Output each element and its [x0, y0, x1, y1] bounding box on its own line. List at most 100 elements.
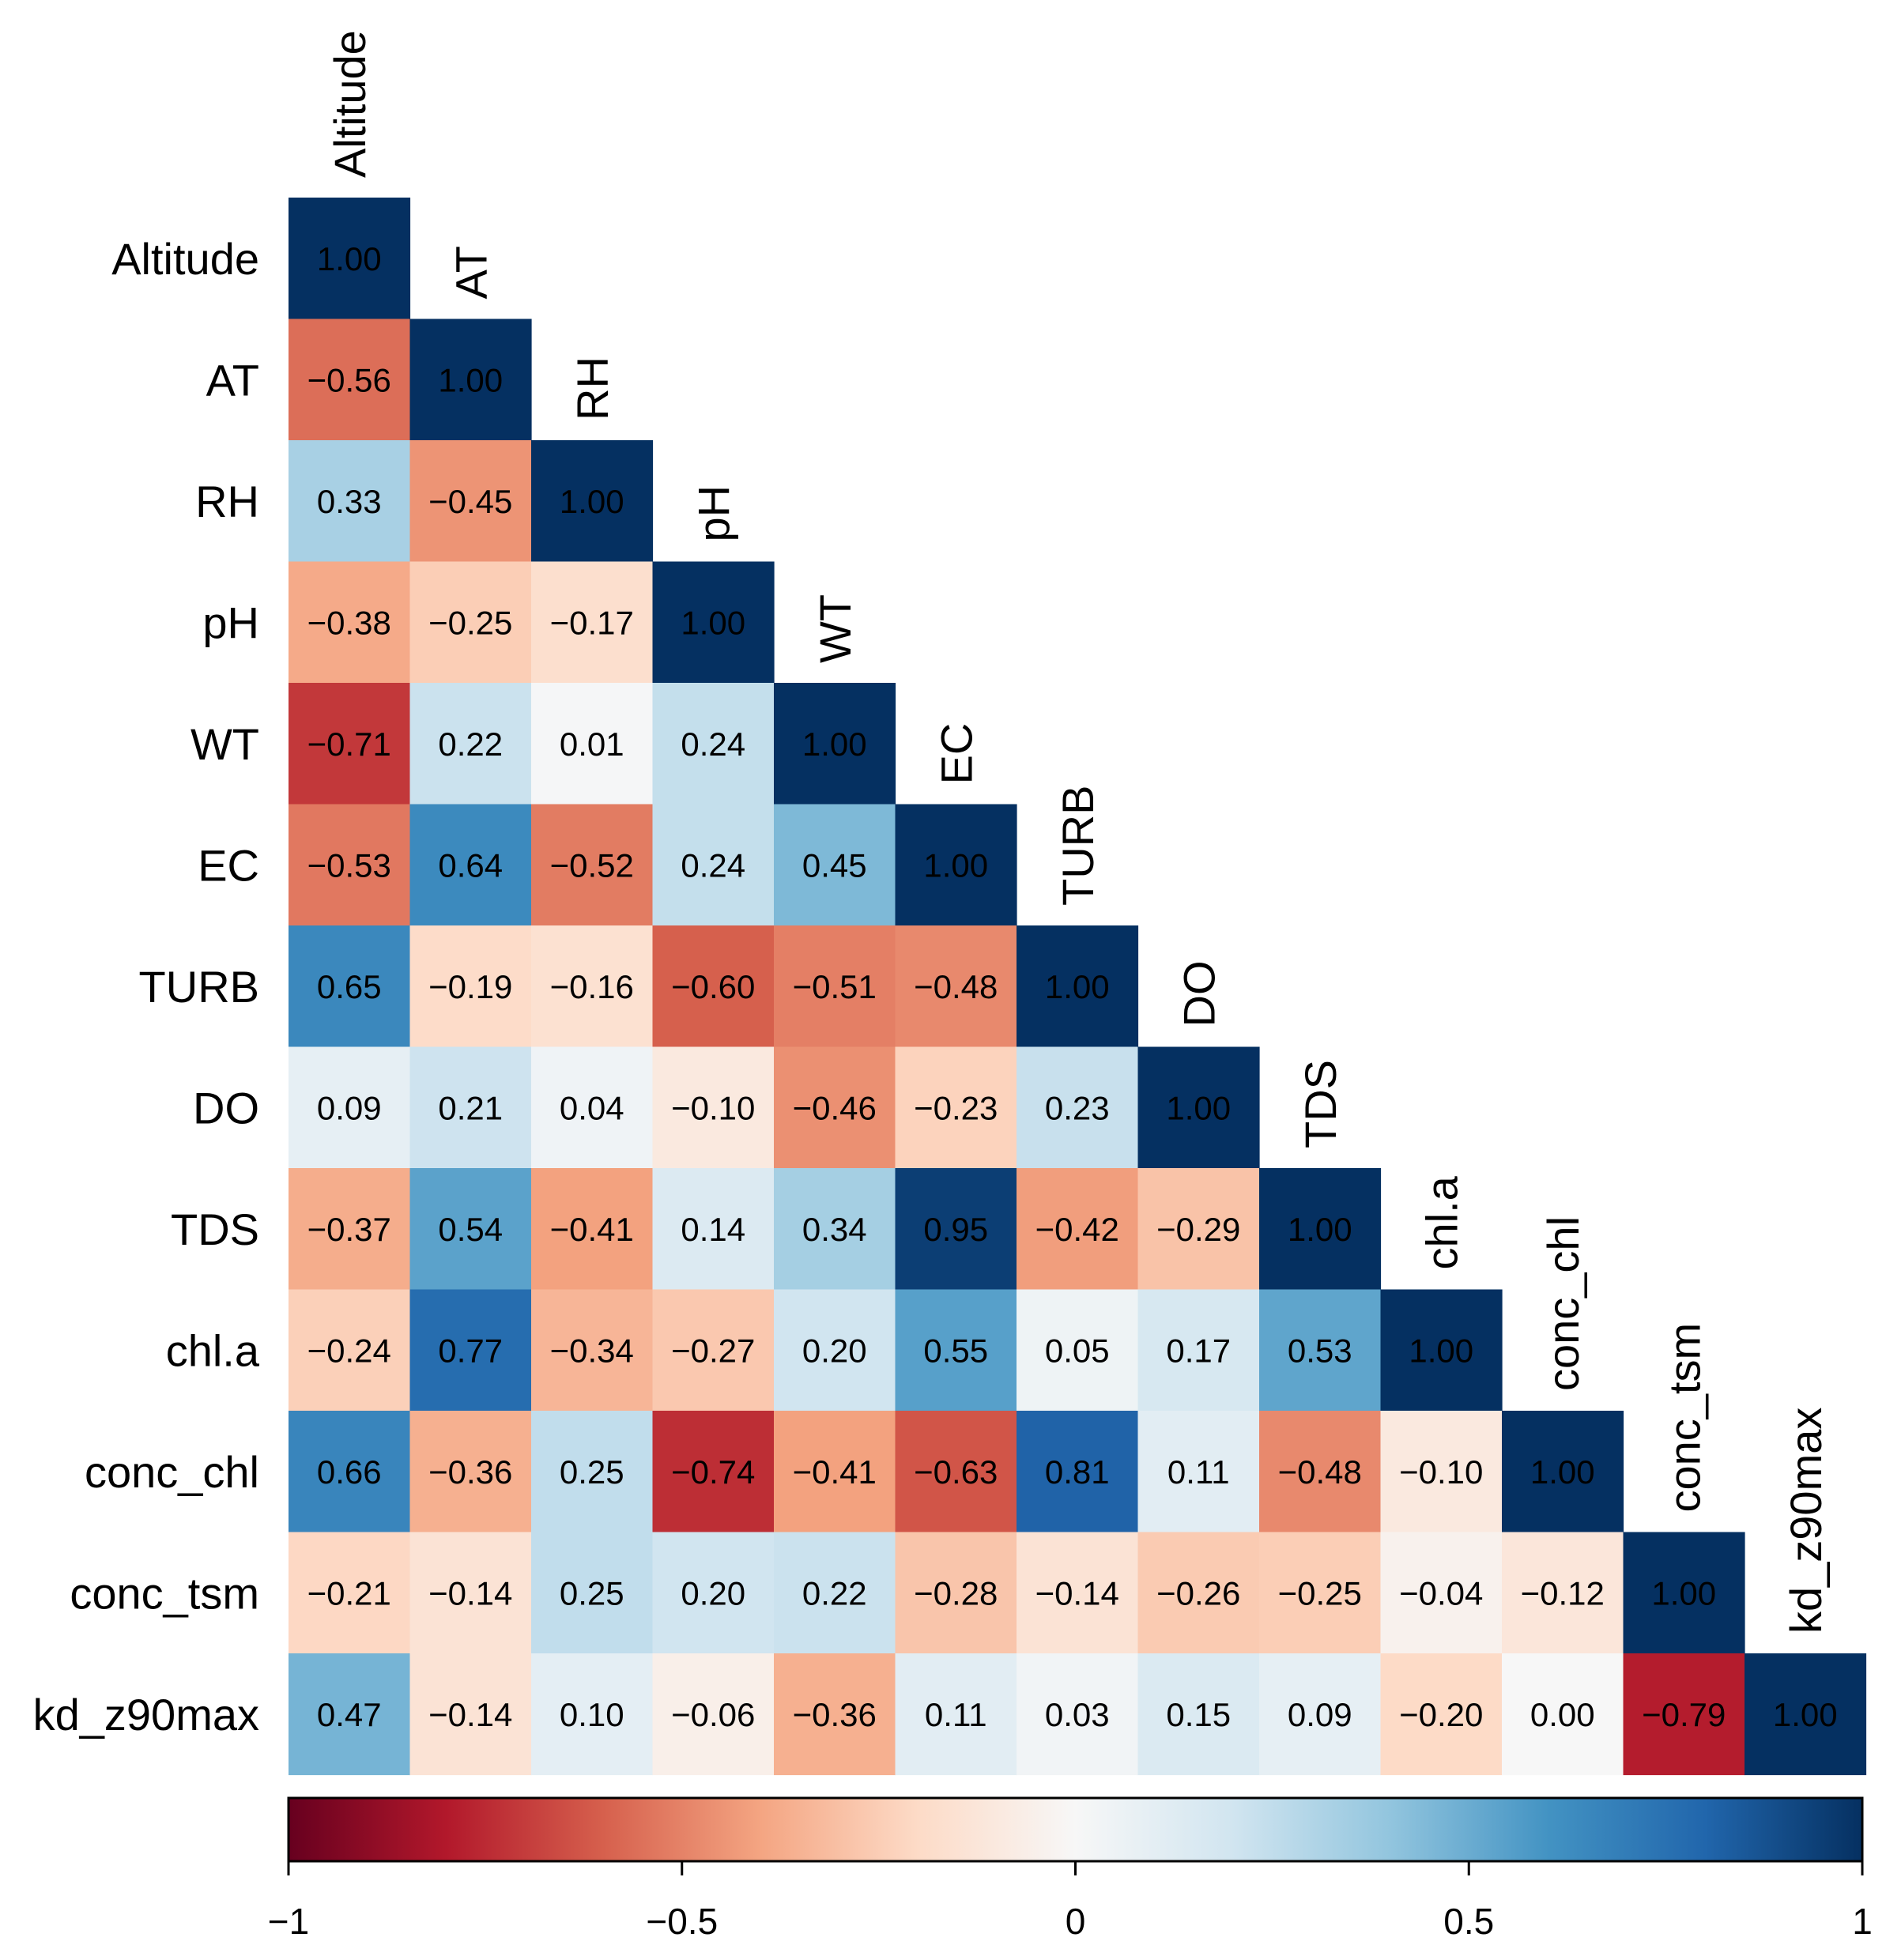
- cell-value-kd_z90max-pH: −0.06: [671, 1696, 755, 1733]
- heatmap-cell-TURB-pH: [652, 925, 775, 1048]
- row-label-TURB: TURB: [139, 962, 259, 1012]
- cell-value-conc_tsm-RH: 0.25: [560, 1574, 624, 1611]
- heatmap-cell-kd_z90max-WT: [774, 1653, 896, 1776]
- heatmap-cell-DO-RH: [531, 1046, 654, 1169]
- cell-value-chl.a-pH: −0.27: [671, 1332, 755, 1369]
- cell-value-pH-AT: −0.25: [428, 604, 512, 641]
- column-labels: Altitude AT RH pH WT EC TURB DO TDS chl.a conc_chl…: [325, 30, 1831, 1634]
- heatmap-cell-conc_chl-WT: [774, 1411, 896, 1533]
- heatmap-cell-AT-Altitude: [289, 318, 411, 441]
- heatmap-cell-RH-AT: [409, 440, 532, 563]
- heatmap-cell-DO-WT: [774, 1046, 896, 1169]
- heatmap-cell-TURB-EC: [895, 925, 1017, 1048]
- cell-value-kd_z90max-kd_z90max: 1.00: [1773, 1696, 1838, 1733]
- cell-value-kd_z90max-TDS: 0.09: [1288, 1696, 1352, 1733]
- heatmap-cell-kd_z90max-RH: [531, 1653, 654, 1776]
- row-label-kd_z90max: kd_z90max: [33, 1690, 259, 1740]
- heatmap-cell-conc_chl-pH: [652, 1411, 775, 1533]
- heatmap-cell-TDS-AT: [409, 1168, 532, 1291]
- cell-value-kd_z90max-TURB: 0.03: [1045, 1696, 1110, 1733]
- heatmap-cell-kd_z90max-pH: [652, 1653, 775, 1776]
- column-label-Altitude: Altitude: [325, 30, 375, 178]
- heatmap-cell-conc_tsm-WT: [774, 1532, 896, 1654]
- heatmap-cell-kd_z90max-conc_tsm: [1623, 1653, 1745, 1776]
- heatmap-cell-conc_tsm-pH: [652, 1532, 775, 1654]
- cell-value-conc_tsm-WT: 0.22: [802, 1574, 867, 1611]
- cell-value-TURB-WT: −0.51: [793, 968, 877, 1005]
- cell-value-kd_z90max-conc_chl: 0.00: [1530, 1696, 1595, 1733]
- heatmap-cell-DO-pH: [652, 1046, 775, 1169]
- heatmap-cell-kd_z90max-TURB: [1017, 1653, 1139, 1776]
- column-label-WT: WT: [810, 594, 860, 663]
- heatmap-cell-conc_tsm-conc_chl: [1502, 1532, 1624, 1654]
- heatmap-cell-WT-pH: [652, 683, 775, 805]
- column-label-RH: RH: [568, 356, 617, 420]
- cell-value-kd_z90max-chl.a: −0.20: [1399, 1696, 1483, 1733]
- cell-value-TURB-RH: −0.16: [550, 968, 634, 1005]
- heatmap-cell-TDS-pH: [652, 1168, 775, 1291]
- heatmap-cell-chl.a-chl.a: [1380, 1289, 1503, 1412]
- cell-value-TDS-EC: 0.95: [923, 1211, 988, 1248]
- cell-value-kd_z90max-EC: 0.11: [925, 1696, 987, 1733]
- colorbar-tick-label: −0.5: [646, 1901, 718, 1942]
- cell-value-chl.a-Altitude: −0.24: [307, 1332, 391, 1369]
- cell-value-DO-TURB: 0.23: [1045, 1089, 1110, 1126]
- column-label-kd_z90max: kd_z90max: [1781, 1408, 1831, 1634]
- heatmap-cell-kd_z90max-AT: [409, 1653, 532, 1776]
- row-label-RH: RH: [195, 477, 259, 526]
- cell-value-conc_chl-AT: −0.36: [428, 1453, 512, 1491]
- heatmap-cell-Altitude-Altitude: [289, 198, 411, 320]
- heatmap-cell-chl.a-WT: [774, 1289, 896, 1412]
- heatmap-cell-WT-AT: [409, 683, 532, 805]
- heatmap-cell-kd_z90max-DO: [1137, 1653, 1260, 1776]
- cell-value-TURB-TURB: 1.00: [1045, 968, 1110, 1005]
- cell-value-TDS-TURB: −0.42: [1035, 1211, 1119, 1248]
- heatmap-cell-values: 1.00 −0.56 1.00 0.33 −0.45 1.00 −0.38 −0.25 −0.1…: [307, 240, 1838, 1733]
- cell-value-kd_z90max-RH: 0.10: [560, 1696, 624, 1733]
- row-labels: Altitude AT RH pH WT EC TURB DO TDS chl.a conc_chl…: [33, 234, 260, 1740]
- cell-value-TURB-AT: −0.19: [428, 968, 512, 1005]
- cell-value-RH-RH: 1.00: [560, 483, 624, 520]
- heatmap-cell-conc_chl-TDS: [1259, 1411, 1382, 1533]
- heatmap-cell-TURB-WT: [774, 925, 896, 1048]
- heatmap-cell-conc_tsm-EC: [895, 1532, 1017, 1654]
- heatmap-cell-TDS-TURB: [1017, 1168, 1139, 1291]
- cell-value-conc_chl-TDS: −0.48: [1278, 1453, 1362, 1491]
- cell-value-conc_tsm-EC: −0.28: [914, 1574, 998, 1611]
- heatmap-cell-conc_tsm-RH: [531, 1532, 654, 1654]
- cell-value-TURB-Altitude: 0.65: [317, 968, 382, 1005]
- heatmap-cell-WT-RH: [531, 683, 654, 805]
- cell-value-chl.a-TDS: 0.53: [1288, 1332, 1352, 1369]
- cell-value-TDS-TDS: 1.00: [1288, 1211, 1352, 1248]
- colorbar: −1 −0.5 0 0.5 1: [268, 1796, 1873, 1942]
- cell-value-kd_z90max-DO: 0.15: [1166, 1696, 1231, 1733]
- cell-value-chl.a-DO: 0.17: [1166, 1332, 1231, 1369]
- column-label-TURB: TURB: [1053, 786, 1103, 906]
- heatmap-cell-kd_z90max-conc_chl: [1502, 1653, 1624, 1776]
- cell-value-conc_tsm-conc_chl: −0.12: [1521, 1574, 1605, 1611]
- cell-value-WT-Altitude: −0.71: [307, 726, 391, 763]
- cell-value-conc_chl-RH: 0.25: [560, 1453, 624, 1491]
- heatmap-cell-TURB-TURB: [1017, 925, 1139, 1048]
- cell-value-kd_z90max-conc_tsm: −0.79: [1642, 1696, 1726, 1733]
- heatmap-cell-kd_z90max-EC: [895, 1653, 1017, 1776]
- cell-value-kd_z90max-Altitude: 0.47: [317, 1696, 382, 1733]
- heatmap-cell-chl.a-AT: [409, 1289, 532, 1412]
- cell-value-DO-DO: 1.00: [1166, 1089, 1231, 1126]
- row-label-WT: WT: [190, 719, 259, 769]
- heatmap-cell-kd_z90max-Altitude: [289, 1653, 411, 1776]
- cell-value-DO-EC: −0.23: [914, 1089, 998, 1126]
- column-label-TDS: TDS: [1296, 1060, 1345, 1148]
- heatmap-cell-DO-Altitude: [289, 1046, 411, 1169]
- heatmap-cell-chl.a-pH: [652, 1289, 775, 1412]
- heatmap-cell-TURB-RH: [531, 925, 654, 1048]
- heatmap-cell-kd_z90max-TDS: [1259, 1653, 1382, 1776]
- cell-value-EC-pH: 0.24: [681, 846, 745, 884]
- column-label-pH: pH: [688, 485, 738, 542]
- heatmap-cell-chl.a-DO: [1137, 1289, 1260, 1412]
- heatmap-cell-conc_tsm-AT: [409, 1532, 532, 1654]
- heatmap-cell-pH-Altitude: [289, 561, 411, 684]
- heatmap-cell-EC-RH: [531, 804, 654, 926]
- heatmap-cell-DO-DO: [1137, 1046, 1260, 1169]
